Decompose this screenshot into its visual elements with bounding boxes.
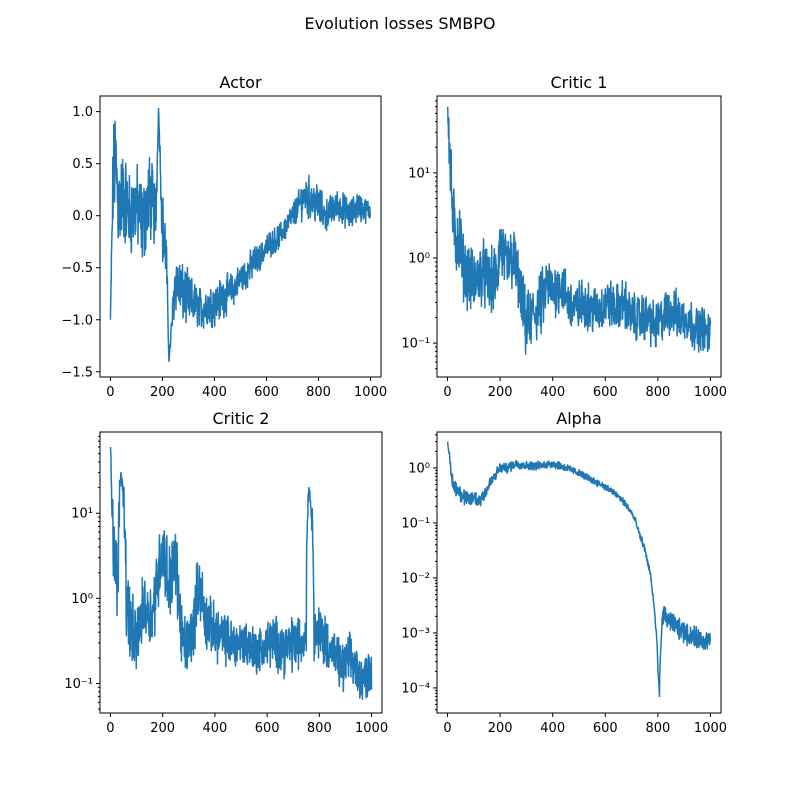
- critic-2-ytick-label: 10⁻¹: [64, 677, 93, 692]
- alpha-axes-frame: [436, 431, 722, 714]
- alpha-ytick-label: 10⁻³: [401, 626, 430, 641]
- alpha-series-line: [446, 441, 712, 698]
- critic-2-xtick-label: 0: [106, 721, 114, 736]
- critic-1-ytick-label: 10¹: [408, 166, 430, 181]
- actor-series-line: [109, 107, 372, 363]
- critic-1-xtick-label: 0: [443, 385, 451, 400]
- critic-2-title: Critic 2: [213, 409, 270, 428]
- critic-1-title: Critic 1: [551, 73, 608, 92]
- critic-2-xtick-label: 200: [150, 721, 175, 736]
- alpha-xtick-label: 1000: [694, 721, 727, 736]
- subplot-actor: Actor 0 200 400 600 800 1000 −1.5 −1.0 −0.5 0.0 0.5…: [61, 73, 387, 400]
- critic-2-xtick-label: 1000: [355, 721, 388, 736]
- actor-ytick-label: −1.0: [61, 313, 93, 328]
- actor-axes-frame: [99, 95, 382, 378]
- actor-xtick-label: 0: [106, 385, 114, 400]
- critic-2-series-line: [109, 446, 373, 700]
- critic-1-xtick-label: 400: [540, 385, 565, 400]
- critic-1-xtick-label: 1000: [694, 385, 727, 400]
- subplot-critic-2: Critic 2 0 200 400 600 800 1000 10⁻¹ 10⁰ 10¹: [64, 409, 388, 736]
- critic-2-xtick-label: 600: [255, 721, 280, 736]
- critic-1-series-line: [446, 106, 712, 355]
- alpha-xtick-label: 0: [443, 721, 451, 736]
- actor-xtick-label: 400: [202, 385, 227, 400]
- critic-1-xtick-label: 800: [645, 385, 670, 400]
- alpha-xtick-label: 400: [540, 721, 565, 736]
- alpha-title: Alpha: [556, 409, 602, 428]
- alpha-ytick-label: 10⁻¹: [401, 516, 430, 531]
- subplot-critic-1: Critic 1 0 200 400 600 800 1000 10⁻¹ 10⁰ 10¹: [401, 73, 727, 400]
- actor-ytick-label: 1.0: [72, 105, 93, 120]
- critic-2-ytick-label: 10¹: [71, 507, 93, 522]
- critic-1-axes-frame: [436, 95, 722, 378]
- actor-ytick-label: −0.5: [61, 261, 93, 276]
- actor-xtick-label: 800: [306, 385, 331, 400]
- actor-title: Actor: [219, 73, 262, 92]
- critic-1-ytick-label: 10⁻¹: [401, 337, 430, 352]
- critic-1-xtick-label: 600: [593, 385, 618, 400]
- actor-ytick-label: −1.5: [61, 365, 93, 380]
- actor-ytick-label: 0.0: [72, 209, 93, 224]
- subplot-grid: Actor 0 200 400 600 800 1000 −1.5 −1.0 −0.5 0.0 0.5…: [61, 73, 727, 736]
- alpha-ytick-label: 10⁻²: [401, 571, 430, 586]
- critic-2-xtick-label: 400: [202, 721, 227, 736]
- actor-ytick-label: 0.5: [72, 157, 93, 172]
- subplot-alpha: Alpha 0 200 400 600 800 1000 10⁻⁴ 10⁻³ 10⁻² 10⁻¹ 10…: [401, 409, 727, 736]
- alpha-xtick-label: 800: [645, 721, 670, 736]
- actor-xtick-label: 600: [254, 385, 279, 400]
- critic-1-xtick-label: 200: [488, 385, 513, 400]
- figure-title: Evolution losses SMBPO: [304, 14, 495, 33]
- actor-xtick-label: 1000: [354, 385, 387, 400]
- critic-1-ytick-label: 10⁰: [408, 252, 430, 267]
- alpha-xtick-label: 200: [488, 721, 513, 736]
- alpha-ytick-label: 10⁰: [408, 461, 430, 476]
- alpha-ytick-label: 10⁻⁴: [401, 681, 430, 696]
- critic-2-xtick-label: 800: [307, 721, 332, 736]
- critic-2-ytick-label: 10⁰: [71, 592, 93, 607]
- actor-xtick-label: 200: [150, 385, 175, 400]
- alpha-xtick-label: 600: [593, 721, 618, 736]
